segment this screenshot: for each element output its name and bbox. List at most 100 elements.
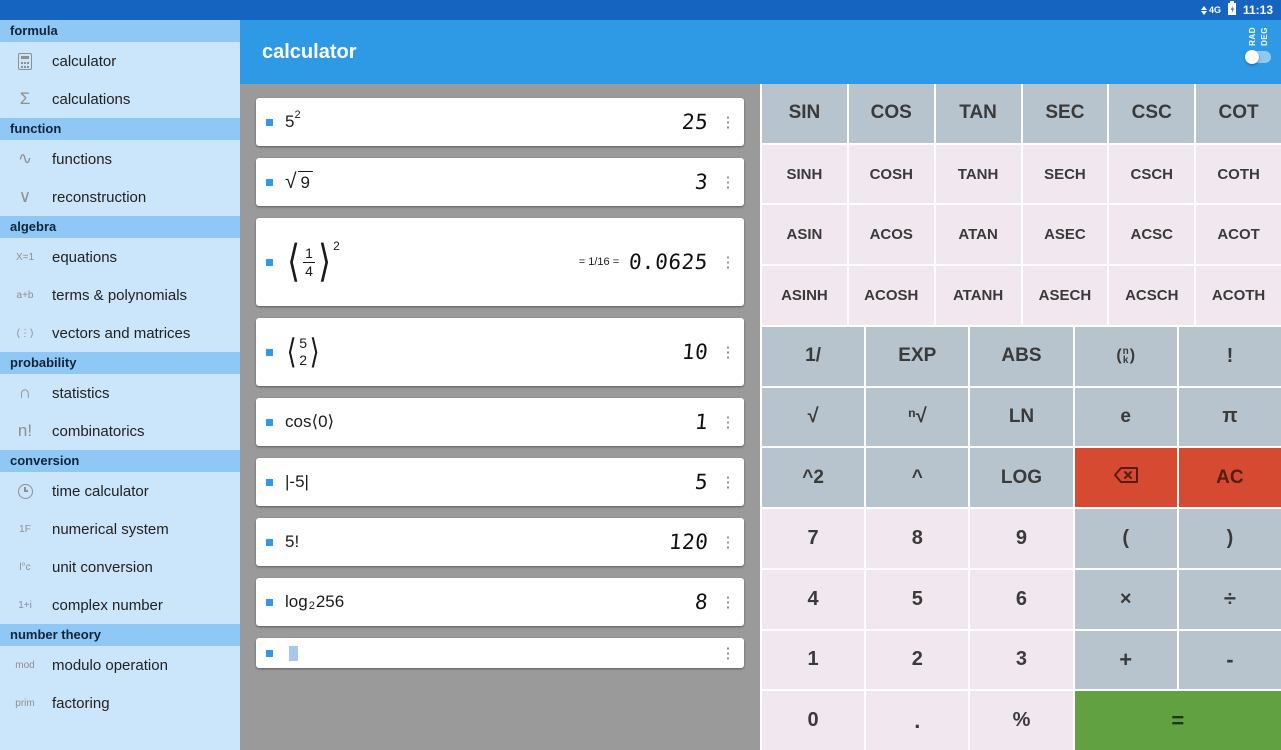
sidebar-item-equations[interactable]: X=1 equations (0, 238, 240, 276)
history-card-sqrt[interactable]: √ 9 3 ⋮ (256, 158, 744, 206)
key-factorial[interactable]: ! (1178, 326, 1281, 386)
key-csc[interactable]: CSC (1109, 84, 1195, 143)
key-9[interactable]: 9 (970, 509, 1073, 568)
key-csch[interactable]: CSCH (1109, 144, 1195, 204)
key-4[interactable]: 4 (762, 569, 865, 629)
history-card-factorial[interactable]: 5! 120 ⋮ (256, 518, 744, 566)
status-bar: 4G 11:13 (0, 0, 1281, 20)
key-7[interactable]: 7 (762, 509, 865, 568)
key-acos[interactable]: ACOS (848, 205, 934, 265)
key-log[interactable]: LOG (970, 448, 1073, 508)
key-square[interactable]: ^2 (762, 448, 865, 508)
key-atan[interactable]: ATAN (935, 205, 1021, 265)
key-asec[interactable]: ASEC (1022, 205, 1108, 265)
key-6[interactable]: 6 (970, 569, 1073, 629)
key-ac[interactable]: AC (1178, 448, 1281, 508)
sidebar-item-calculations[interactable]: Σ calculations (0, 80, 240, 118)
key-minus[interactable]: - (1178, 630, 1281, 690)
history-card-log[interactable]: log 2 256 8 ⋮ (256, 578, 744, 626)
input-card[interactable]: ⋮ (256, 638, 744, 668)
rad-deg-switch[interactable] (1245, 49, 1271, 64)
sidebar-item-label: equations (52, 248, 118, 266)
key-percent[interactable]: % (970, 691, 1073, 750)
key-e[interactable]: e (1074, 387, 1177, 447)
more-icon[interactable]: ⋮ (720, 474, 736, 491)
key-abs[interactable]: ABS (970, 326, 1073, 386)
key-coth[interactable]: COTH (1196, 144, 1281, 204)
more-icon[interactable]: ⋮ (720, 414, 736, 431)
key-pi[interactable]: π (1178, 387, 1281, 447)
key-sec[interactable]: SEC (1022, 84, 1108, 143)
key-cot[interactable]: COT (1196, 84, 1281, 143)
key-reciprocal[interactable]: 1/ (762, 326, 865, 386)
key-tan[interactable]: TAN (935, 84, 1021, 143)
sidebar-item-time-calculator[interactable]: time calculator (0, 472, 240, 510)
key-backspace[interactable] (1074, 448, 1177, 508)
key-cos[interactable]: COS (848, 84, 934, 143)
key-close-paren[interactable]: ) (1178, 509, 1281, 568)
more-icon[interactable]: ⋮ (720, 114, 736, 131)
key-acsc[interactable]: ACSC (1109, 205, 1195, 265)
key-binomial[interactable]: (n k) (1074, 326, 1177, 386)
key-power[interactable]: ^ (866, 448, 969, 508)
more-icon[interactable]: ⋮ (720, 594, 736, 611)
key-asin[interactable]: ASIN (762, 205, 847, 265)
history-card-cos[interactable]: cos⟨0⟩ 1 ⋮ (256, 398, 744, 446)
key-sinh[interactable]: SINH (762, 144, 847, 204)
key-acsch[interactable]: ACSCH (1109, 266, 1195, 325)
sidebar-item-statistics[interactable]: ∩ statistics (0, 374, 240, 412)
more-icon[interactable]: ⋮ (720, 344, 736, 361)
sidebar-item-functions[interactable]: ∿ functions (0, 140, 240, 178)
more-icon[interactable]: ⋮ (720, 534, 736, 551)
sidebar-item-reconstruction[interactable]: ∨ reconstruction (0, 178, 240, 216)
sidebar-item-numerical-system[interactable]: 1F numerical system (0, 510, 240, 548)
key-multiply[interactable]: × (1074, 569, 1177, 629)
sidebar-item-factoring[interactable]: prim factoring (0, 684, 240, 722)
key-asinh[interactable]: ASINH (762, 266, 847, 325)
key-cosh[interactable]: COSH (848, 144, 934, 204)
key-atanh[interactable]: ATANH (935, 266, 1021, 325)
sidebar-item-complex-number[interactable]: 1+i complex number (0, 586, 240, 624)
key-acosh[interactable]: ACOSH (848, 266, 934, 325)
keypad: SIN COS TAN SEC CSC COT SINH COSH TANH S… (760, 84, 1281, 750)
key-sqrt[interactable]: √ (762, 387, 865, 447)
key-open-paren[interactable]: ( (1074, 509, 1177, 568)
key-5[interactable]: 5 (866, 569, 969, 629)
key-exp[interactable]: EXP (866, 326, 969, 386)
key-sin[interactable]: SIN (762, 84, 847, 143)
bullet-icon (266, 649, 273, 657)
key-dot[interactable]: . (866, 691, 969, 750)
key-1[interactable]: 1 (762, 630, 865, 690)
key-ln[interactable]: LN (970, 387, 1073, 447)
history-card-abs[interactable]: |-5| 5 ⋮ (256, 458, 744, 506)
key-acot[interactable]: ACOT (1196, 205, 1281, 265)
key-tanh[interactable]: TANH (935, 144, 1021, 204)
more-icon[interactable]: ⋮ (720, 174, 736, 191)
key-acoth[interactable]: ACOTH (1196, 266, 1281, 325)
sidebar-item-modulo-operation[interactable]: mod modulo operation (0, 646, 240, 684)
key-0[interactable]: 0 (762, 691, 865, 750)
key-2[interactable]: 2 (866, 630, 969, 690)
sidebar-item-terms-polynomials[interactable]: a+b terms & polynomials (0, 276, 240, 314)
key-equals[interactable]: = (1074, 691, 1281, 750)
more-icon[interactable]: ⋮ (720, 254, 736, 271)
key-nth-root[interactable]: ⁿ√ (866, 387, 969, 447)
sidebar-item-calculator[interactable]: calculator (0, 42, 240, 80)
more-icon[interactable]: ⋮ (720, 645, 736, 662)
key-sech[interactable]: SECH (1022, 144, 1108, 204)
key-asech[interactable]: ASECH (1022, 266, 1108, 325)
key-8[interactable]: 8 (866, 509, 969, 568)
sidebar-section-probability: probability (0, 352, 240, 374)
result: 5 (693, 470, 710, 494)
key-3[interactable]: 3 (970, 630, 1073, 690)
sidebar-item-combinatorics[interactable]: n! combinatorics (0, 412, 240, 450)
sidebar-item-unit-conversion[interactable]: l°c unit conversion (0, 548, 240, 586)
expression: √ 9 (285, 170, 313, 194)
sidebar-item-vectors-matrices[interactable]: (⋮) vectors and matrices (0, 314, 240, 352)
key-plus[interactable]: + (1074, 630, 1177, 690)
angle-mode-toggle[interactable]: RAD DEG (1245, 27, 1271, 64)
key-divide[interactable]: ÷ (1178, 569, 1281, 629)
